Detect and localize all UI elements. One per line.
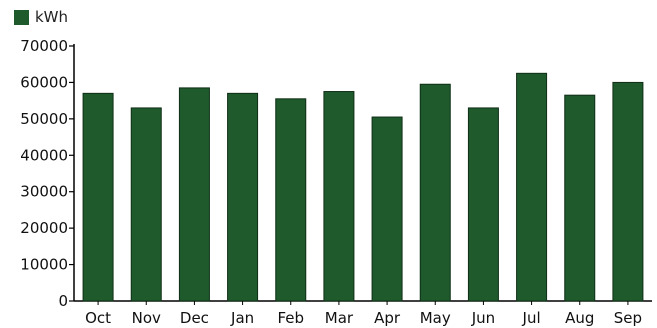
- x-tick-label: Mar: [325, 309, 354, 327]
- legend-swatch: [14, 9, 29, 25]
- bar-jul: [516, 72, 548, 302]
- y-tick-label: 30000: [20, 183, 68, 201]
- bar-oct: [82, 92, 114, 302]
- bar-feb: [275, 98, 307, 302]
- y-tick-label: 50000: [20, 110, 68, 128]
- y-tick-label: 60000: [20, 73, 68, 91]
- y-tick-label: 70000: [20, 37, 68, 55]
- bar-jun: [467, 107, 499, 302]
- x-tick-label: Sep: [614, 309, 642, 327]
- x-tick-label: Dec: [180, 309, 209, 327]
- x-tick-label: Nov: [132, 309, 161, 327]
- bar-dec: [178, 87, 210, 302]
- x-tick-label: Jul: [522, 309, 541, 327]
- x-tick-label: Feb: [277, 309, 304, 327]
- x-tick-label: Aug: [565, 309, 594, 327]
- x-tick-label: Apr: [374, 309, 401, 327]
- y-tick-label: 10000: [20, 256, 68, 274]
- bar-may: [419, 83, 451, 302]
- y-tick-label: 20000: [20, 219, 68, 237]
- chart-legend: kWh: [14, 7, 68, 27]
- legend-label: kWh: [35, 8, 69, 26]
- bar-sep: [612, 81, 644, 302]
- y-tick-label: 40000: [20, 146, 68, 164]
- bar-aug: [564, 94, 596, 302]
- bar-mar: [323, 91, 355, 302]
- x-tick-label: May: [420, 309, 451, 327]
- bar-apr: [371, 116, 403, 302]
- x-tick-label: Jun: [471, 309, 495, 327]
- bar-nov: [130, 107, 162, 302]
- bar-jan: [227, 92, 259, 302]
- y-tick-label: 0: [58, 292, 68, 310]
- x-tick-label: Jan: [230, 309, 254, 327]
- x-tick-label: Oct: [85, 309, 111, 327]
